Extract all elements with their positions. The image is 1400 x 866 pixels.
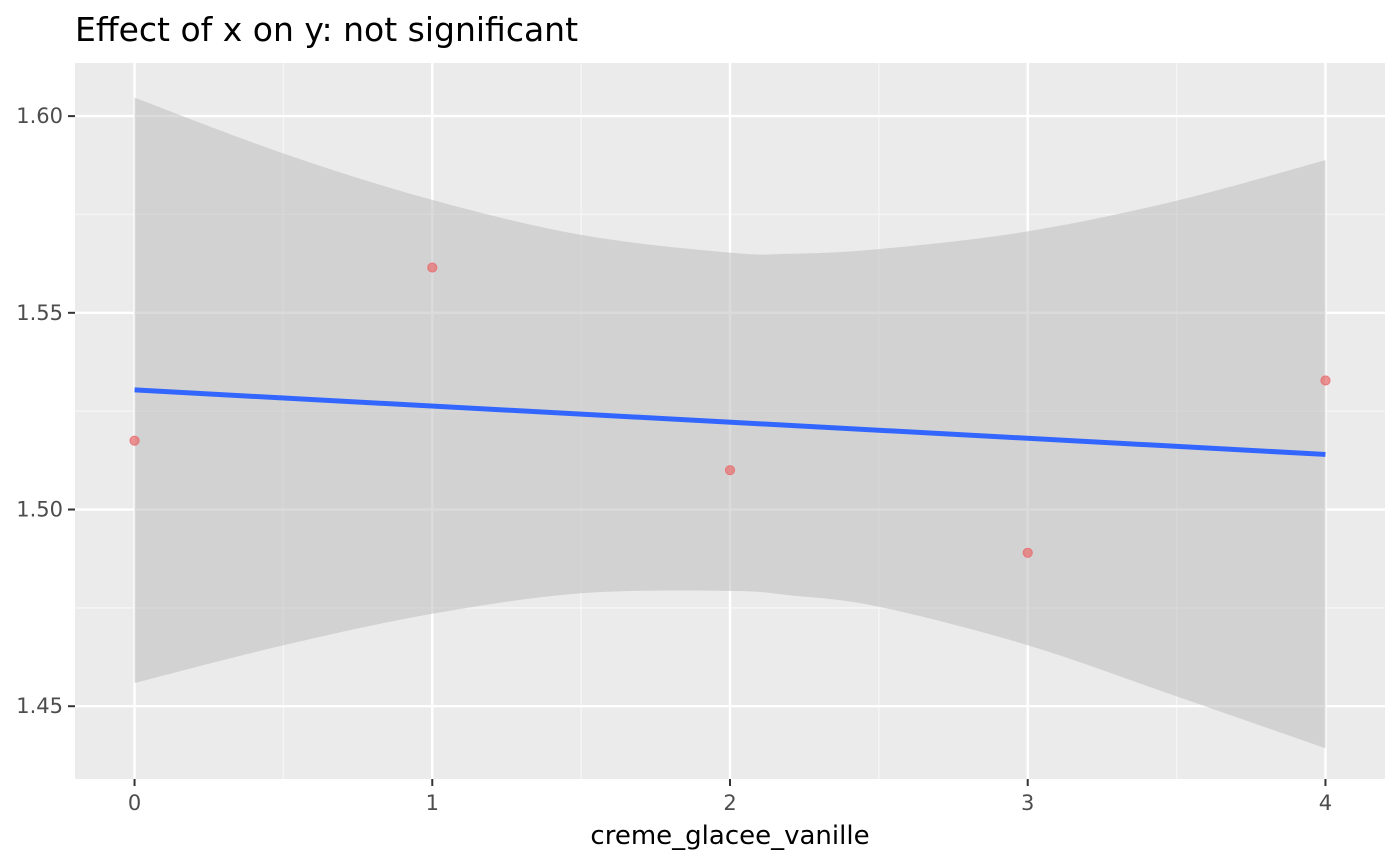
- data-point: [1022, 547, 1033, 558]
- data-point: [1320, 375, 1331, 386]
- y-tick-label: 1.50: [16, 498, 63, 522]
- x-axis-title: creme_glacee_vanille: [590, 821, 869, 851]
- x-tick-label: 1: [426, 791, 439, 815]
- x-tick-label: 0: [128, 791, 141, 815]
- data-point: [427, 262, 438, 273]
- regression-line: [134, 387, 1326, 457]
- data-point: [724, 465, 736, 476]
- x-axis-ticks: 0 1 2 3 4: [128, 779, 1332, 815]
- y-axis-ticks: 1.45 1.50 1.55 1.60: [16, 104, 75, 718]
- x-tick-label: 3: [1021, 791, 1034, 815]
- y-tick-label: 1.60: [16, 104, 63, 128]
- x-tick-label: 2: [723, 791, 736, 815]
- y-tick-label: 1.45: [16, 694, 63, 718]
- y-tick-label: 1.55: [16, 301, 63, 325]
- x-tick-label: 4: [1319, 791, 1332, 815]
- data-points: [129, 262, 1331, 558]
- data-point: [129, 435, 140, 446]
- chart-title: Effect of x on y: not significant: [75, 10, 578, 49]
